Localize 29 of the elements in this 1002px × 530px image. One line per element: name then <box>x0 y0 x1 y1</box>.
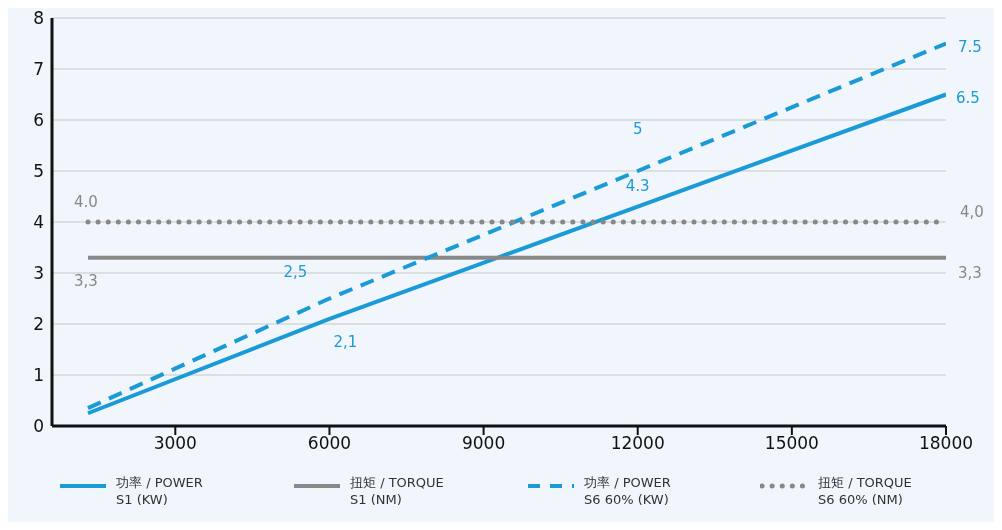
legend-label: 扭矩 / TORQUE S6 60% (NM) <box>818 474 912 508</box>
data-label: 2,1 <box>333 333 358 352</box>
x-tick-label: 6000 <box>307 433 352 454</box>
data-label: 7.5 <box>958 38 982 56</box>
data-label: 5 <box>632 119 643 138</box>
data-label: 3,3 <box>958 264 982 283</box>
data-label: 6.5 <box>956 89 980 107</box>
y-tick-label: 2 <box>33 314 44 335</box>
data-label: 2,5 <box>283 263 308 281</box>
data-label: 4,0 <box>960 202 984 221</box>
data-label: 4.0 <box>74 192 98 211</box>
x-tick-label: 12000 <box>610 433 665 454</box>
y-tick-label: 0 <box>33 416 44 437</box>
x-tick-label: 3000 <box>153 433 197 454</box>
x-tick-label: 15000 <box>764 433 819 454</box>
y-tick-label: 4 <box>33 212 44 233</box>
y-tick-label: 5 <box>33 161 44 182</box>
x-tick-label: 9000 <box>461 433 506 454</box>
data-label: 4.3 <box>625 177 650 196</box>
legend-label: 功率 / POWER S1 (KW) <box>116 474 203 508</box>
y-tick-label: 1 <box>33 365 44 386</box>
legend-label: 扭矩 / TORQUE S1 (NM) <box>350 474 444 508</box>
x-tick-label: 18000 <box>918 433 974 454</box>
legend-label: 功率 / POWER S6 60% (KW) <box>584 474 671 508</box>
y-tick-label: 7 <box>33 59 44 80</box>
data-label: 3,3 <box>74 272 98 291</box>
y-tick-label: 8 <box>33 8 44 29</box>
y-tick-label: 6 <box>33 110 44 131</box>
y-tick-label: 3 <box>33 263 44 284</box>
